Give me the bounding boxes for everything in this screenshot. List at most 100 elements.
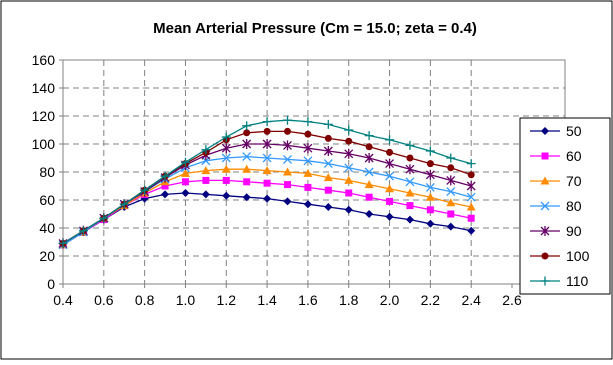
data-point (385, 171, 395, 181)
data-point (283, 115, 292, 125)
data-point (385, 184, 395, 193)
data-point (262, 153, 272, 163)
data-point (344, 125, 354, 135)
data-point (262, 117, 272, 127)
data-point (406, 154, 414, 162)
data-point (406, 202, 414, 210)
y-tick-label: 100 (32, 136, 56, 152)
data-point (446, 222, 455, 231)
x-tick-label: 1.6 (298, 292, 318, 308)
data-point (446, 198, 456, 207)
data-point (344, 175, 354, 184)
data-point (467, 214, 475, 222)
data-point (202, 176, 210, 184)
data-point (447, 210, 455, 218)
legend-label: 60 (566, 148, 582, 164)
data-point (222, 176, 230, 184)
data-point (243, 178, 251, 186)
x-tick-label: 0.8 (135, 292, 155, 308)
legend-label: 50 (566, 123, 582, 139)
y-tick-label: 60 (39, 192, 55, 208)
data-point (541, 152, 549, 160)
data-point (446, 187, 456, 197)
x-tick-label: 2.4 (461, 292, 481, 308)
x-tick-label: 1.8 (339, 292, 359, 308)
data-point (446, 175, 456, 186)
data-point (425, 146, 435, 156)
data-point (283, 197, 292, 206)
x-axis-ticks: 0.4 0.6 0.8 1.0 1.2 1.4 1.6 1.8 2.0 2.2 2.4 2.6 (53, 284, 522, 308)
data-point (405, 177, 415, 187)
data-point (283, 167, 292, 176)
y-axis-ticks: 0 20 40 60 80 100 120 140 160 (32, 52, 63, 292)
data-point (466, 181, 476, 191)
data-point (365, 210, 374, 218)
data-point (304, 183, 312, 191)
data-point (425, 182, 435, 192)
x-tick-label: 1.4 (257, 292, 277, 308)
legend: 50 60 70 80 90 100 110 (530, 123, 590, 289)
x-tick-label: 0.4 (53, 292, 73, 308)
data-point (99, 213, 109, 223)
data-point (364, 180, 374, 189)
y-tick-label: 80 (39, 164, 55, 180)
data-point (303, 143, 313, 154)
data-point (385, 212, 394, 221)
data-point (323, 146, 333, 156)
data-point (425, 169, 435, 180)
data-point (181, 189, 190, 197)
data-point (324, 186, 332, 194)
data-point (467, 226, 476, 235)
series-group (58, 115, 476, 250)
data-point (386, 148, 394, 156)
legend-entry: 110 (530, 273, 589, 289)
x-tick-label: 2.6 (502, 292, 522, 308)
data-point (303, 200, 312, 209)
data-point (541, 252, 549, 260)
legend-label: 90 (566, 223, 582, 239)
data-point (324, 134, 332, 142)
data-point (58, 238, 68, 248)
data-point (221, 143, 231, 154)
data-point (180, 157, 190, 167)
data-point (160, 171, 170, 181)
data-point (119, 199, 129, 209)
data-point (201, 166, 211, 175)
data-point (405, 188, 415, 197)
legend-label: 80 (566, 198, 582, 214)
data-point (201, 145, 211, 155)
data-point (447, 164, 455, 172)
data-point (466, 192, 476, 202)
data-point (201, 190, 210, 199)
data-point (181, 178, 189, 186)
legend-label: 70 (566, 173, 582, 189)
data-point (426, 206, 434, 214)
data-point (303, 168, 313, 177)
data-point (323, 173, 333, 182)
data-point (222, 191, 231, 200)
data-point (283, 140, 292, 151)
x-tick-label: 1.2 (217, 292, 237, 308)
data-point (540, 176, 550, 185)
data-point (405, 164, 415, 175)
data-point (221, 153, 231, 163)
legend-entry: 60 (530, 148, 582, 164)
x-tick-label: 2.0 (380, 292, 400, 308)
y-tick-label: 120 (32, 108, 56, 124)
data-point (385, 135, 395, 145)
data-point (180, 168, 190, 177)
data-point (323, 119, 333, 129)
data-point (263, 179, 271, 187)
data-point (345, 189, 353, 197)
data-point (140, 185, 150, 195)
y-tick-label: 0 (47, 276, 55, 292)
data-point (323, 159, 333, 169)
data-point (446, 153, 456, 163)
data-point (364, 131, 374, 141)
x-tick-label: 0.6 (94, 292, 114, 308)
legend-label: 100 (566, 248, 590, 264)
y-tick-label: 40 (39, 220, 55, 236)
data-point (467, 171, 475, 179)
